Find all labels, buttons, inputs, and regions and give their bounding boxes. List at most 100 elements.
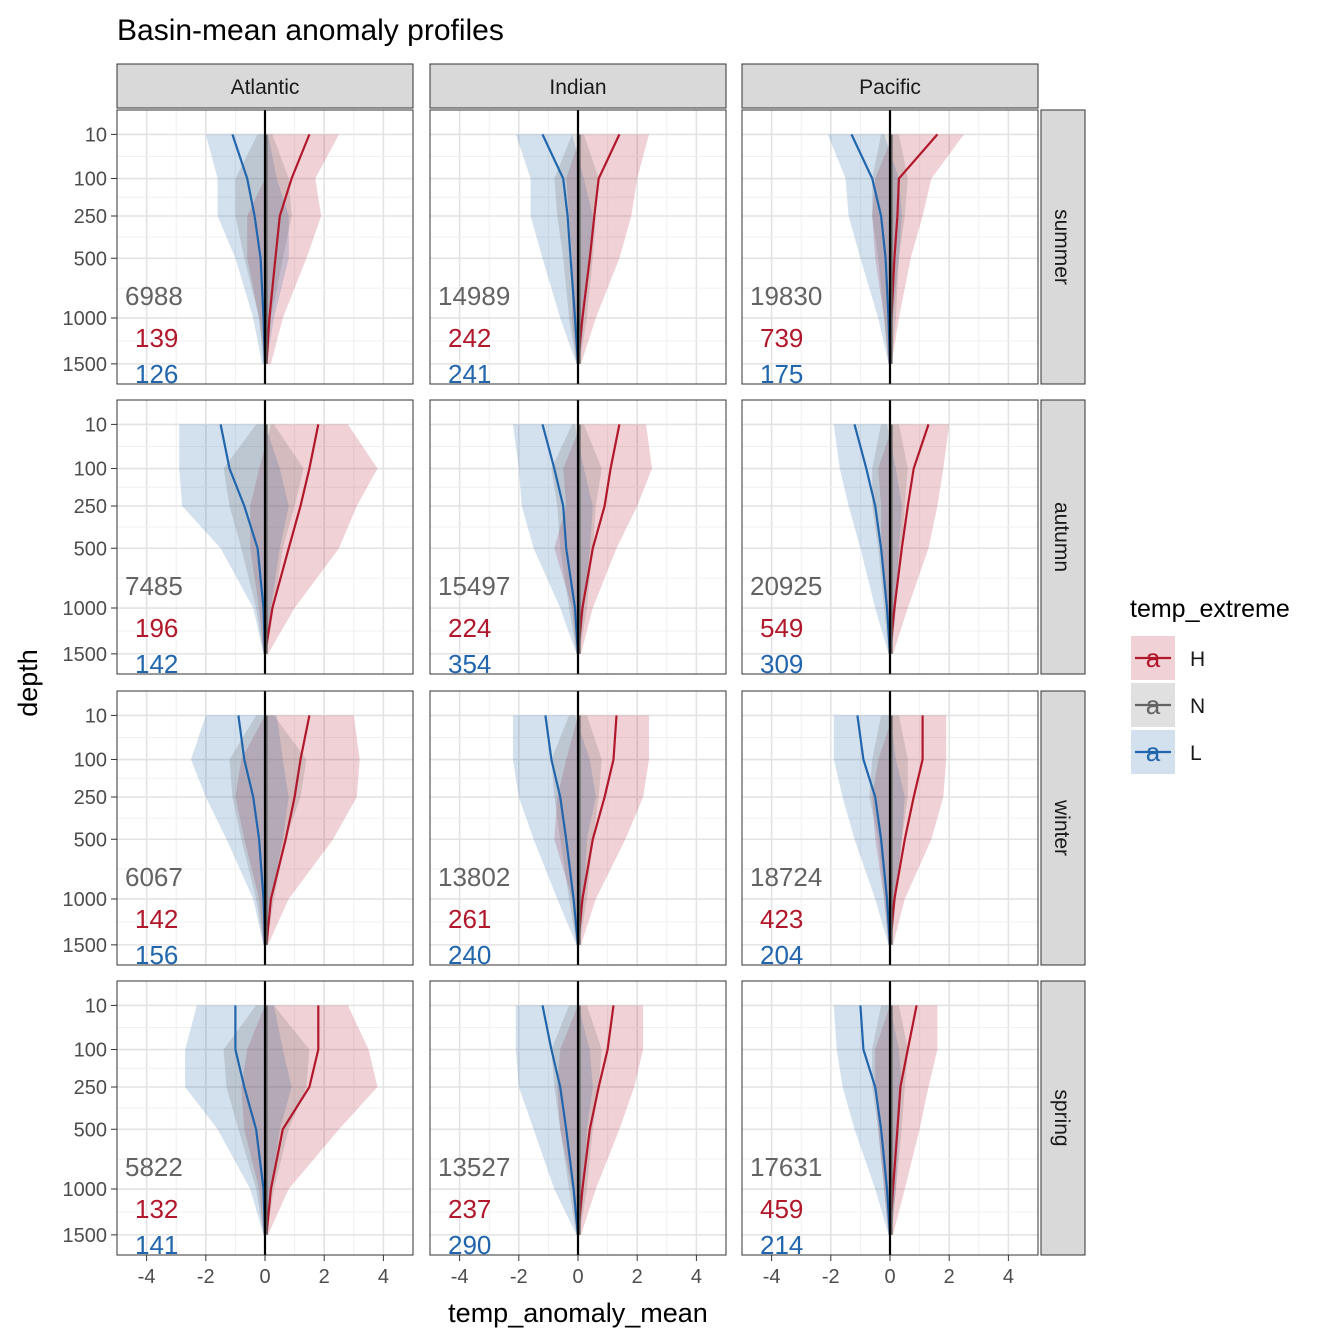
count-label-N: 6988 <box>125 281 183 311</box>
legend-glyph: a <box>1146 643 1161 673</box>
count-label-N: 14989 <box>438 281 510 311</box>
mean-line-L <box>219 424 267 654</box>
mean-line-H <box>888 715 924 946</box>
legend-title: temp_extreme <box>1130 595 1290 623</box>
ribbon-H <box>566 134 649 364</box>
count-label-H: 242 <box>448 323 491 353</box>
panel-indian-winter: 13802 261 240 <box>429 690 727 970</box>
y-tick-label: 100 <box>74 169 107 191</box>
facet-strip-indian <box>429 63 727 109</box>
mean-line-L <box>541 424 580 654</box>
y-tick-label: 10 <box>85 124 107 146</box>
y-tick-label: 500 <box>74 538 107 560</box>
y-tick-label: 250 <box>74 1077 107 1099</box>
legend-glyph: a <box>1146 737 1161 767</box>
mean-line-L <box>234 1005 267 1235</box>
x-tick-label: -2 <box>197 1266 215 1288</box>
y-tick-label: 250 <box>74 787 107 809</box>
plot-area <box>512 400 652 674</box>
count-label-H: 549 <box>760 613 803 643</box>
ribbon-N <box>229 715 307 945</box>
panel-border <box>429 399 727 675</box>
count-label-H: 237 <box>448 1194 491 1224</box>
x-tick-label: 0 <box>884 1266 895 1288</box>
mean-line-L <box>853 424 892 654</box>
plot-area <box>827 110 964 384</box>
y-tick-label: 10 <box>85 995 107 1017</box>
panel-border <box>429 690 727 966</box>
count-label-H: 423 <box>760 904 803 934</box>
y-tick-label: 100 <box>74 750 107 772</box>
facet-strip-label: Indian <box>549 76 606 99</box>
count-label-H: 142 <box>135 904 178 934</box>
legend-glyph: a <box>1146 690 1161 720</box>
x-tick-label: -2 <box>510 1266 528 1288</box>
mean-line-H <box>265 715 311 946</box>
count-label-L: 240 <box>448 940 491 970</box>
legend-label: N <box>1190 695 1205 718</box>
plot-area <box>185 981 378 1255</box>
panel-atlantic-autumn: 7485 196 142 <box>116 399 414 679</box>
panel-border <box>741 690 1039 966</box>
y-tick-label: 250 <box>74 206 107 228</box>
ribbon-H <box>241 1005 378 1235</box>
count-label-H: 261 <box>448 904 491 934</box>
count-label-H: 196 <box>135 613 178 643</box>
mean-line-L <box>850 133 892 364</box>
y-tick-label: 1000 <box>63 1179 108 1201</box>
ribbon-H <box>250 424 378 654</box>
y-tick-label: 1000 <box>63 598 108 620</box>
facet-panels: Atlantic Indian Pacific summer autumn winter s… <box>63 63 1086 1288</box>
mean-line-L <box>231 134 267 364</box>
facet-strip-label: Atlantic <box>231 76 300 99</box>
plot-area <box>205 110 339 384</box>
facet-strip-label: autumn <box>1050 502 1073 572</box>
y-tick-label: 100 <box>74 1040 107 1062</box>
count-label-N: 6067 <box>125 862 183 892</box>
panel-border <box>116 690 414 966</box>
ribbon-N <box>551 1005 602 1235</box>
mean-line-H <box>576 1005 615 1236</box>
mean-line-H <box>576 715 618 946</box>
facet-strip-atlantic <box>116 63 414 109</box>
ribbon-N <box>869 715 908 945</box>
facet-strip-pacific <box>741 63 1039 109</box>
y-tick-label: 500 <box>74 248 107 270</box>
ribbon-H <box>872 134 964 364</box>
x-tick-label: 4 <box>378 1266 389 1288</box>
chart-title: Basin-mean anomaly profiles <box>117 14 504 47</box>
panel-atlantic-spring: 5822 132 141 <box>116 980 414 1260</box>
x-tick-label: 2 <box>632 1266 643 1288</box>
count-label-L: 214 <box>760 1230 803 1260</box>
plot-area <box>512 691 649 965</box>
count-label-H: 139 <box>135 323 178 353</box>
panel-pacific-autumn: 20925 549 309 <box>741 399 1039 679</box>
panel-indian-autumn: 15497 224 354 <box>429 399 727 679</box>
y-tick-label: 1500 <box>63 644 108 666</box>
count-label-N: 18724 <box>750 862 822 892</box>
panel-border <box>116 109 414 385</box>
panel-border <box>429 980 727 1256</box>
mean-line-L <box>237 715 267 945</box>
ribbon-N <box>223 424 304 654</box>
ribbon-L <box>827 134 902 364</box>
plot-area <box>833 981 938 1255</box>
count-label-L: 354 <box>448 649 491 679</box>
facet-strip-label: summer <box>1050 209 1073 285</box>
ribbon-L <box>205 134 289 364</box>
ribbon-L <box>833 715 905 945</box>
facet-strip-label: winter <box>1050 799 1073 856</box>
count-label-L: 175 <box>760 359 803 389</box>
mean-line-H <box>265 133 311 364</box>
mean-line-L <box>544 715 580 946</box>
y-tick-label: 1500 <box>63 1225 108 1247</box>
x-tick-label: 4 <box>691 1266 702 1288</box>
mean-line-H <box>576 424 621 655</box>
mean-line-H <box>265 1005 320 1236</box>
panel-pacific-winter: 18724 423 204 <box>741 690 1039 970</box>
panel-indian-spring: 13527 237 290 <box>429 980 727 1260</box>
panel-border <box>741 399 1039 675</box>
x-tick-label: -4 <box>451 1266 469 1288</box>
